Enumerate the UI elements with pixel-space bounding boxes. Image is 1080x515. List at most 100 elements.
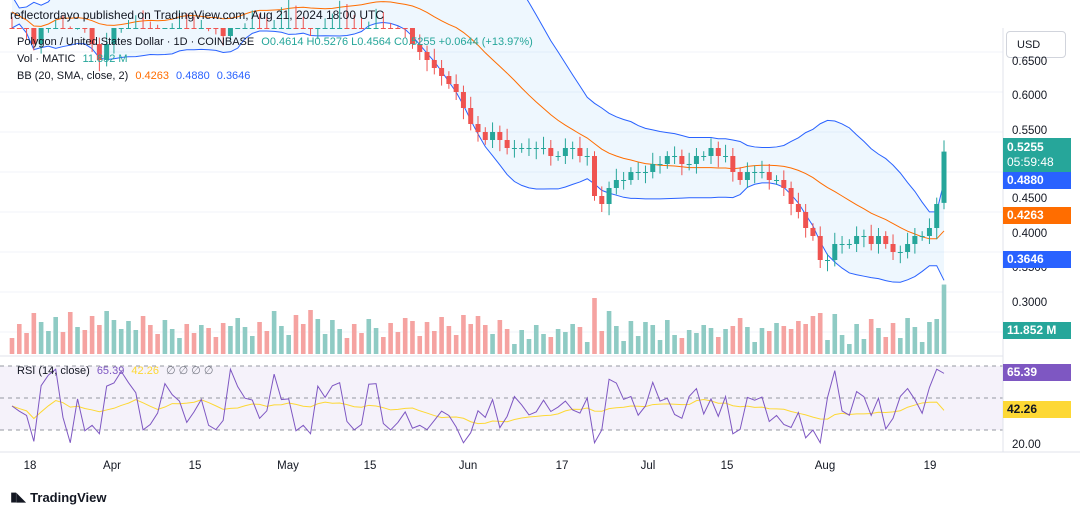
- volume-bar: [9, 338, 15, 354]
- candle-body: [628, 172, 634, 180]
- candle-body: [191, 28, 197, 29]
- volume-bar: [628, 321, 634, 354]
- rsi-value-tag: 65.39: [1003, 364, 1071, 381]
- last-price-tag: 0.5255 05:59:48: [1003, 138, 1071, 172]
- volume-bar: [31, 313, 37, 354]
- candle-body: [846, 244, 852, 245]
- volume-bar: [847, 344, 852, 354]
- candle-body: [45, 28, 51, 29]
- candle-body: [555, 156, 561, 157]
- rsi-ma-tag: 42.26: [1003, 401, 1071, 418]
- candle-body: [213, 28, 219, 29]
- legend-symbol[interactable]: Polygon / United States Dollar · 1D · CO…: [17, 36, 255, 48]
- candle-body: [868, 236, 874, 244]
- bb-basis-tag: 0.4263: [1003, 207, 1071, 224]
- volume-bar: [300, 324, 306, 354]
- volume-bar: [432, 331, 437, 354]
- candle-body: [679, 156, 685, 164]
- candle-body: [402, 28, 408, 29]
- candle-body: [737, 172, 743, 180]
- volume-bar: [410, 321, 415, 354]
- volume-bar: [708, 328, 714, 354]
- candle-body: [832, 244, 838, 260]
- volume-bar: [803, 324, 808, 354]
- legend-symbol-row[interactable]: Polygon / United States Dollar · 1D · CO…: [17, 36, 537, 48]
- legend-rsi-label: RSI (14, close): [17, 365, 90, 377]
- legend-volume-row[interactable]: Vol · MATIC 11.852 M: [17, 53, 132, 65]
- volume-bar: [89, 316, 95, 354]
- legend-rsi-extra: ∅ ∅ ∅ ∅: [166, 365, 214, 377]
- tradingview-brand: TradingView: [30, 489, 107, 505]
- legend-rsi-row[interactable]: RSI (14, close) 65.39 42.26 ∅ ∅ ∅ ∅: [17, 364, 218, 377]
- candle-body: [308, 28, 314, 29]
- candle-body: [577, 148, 583, 156]
- volume-bar: [643, 322, 648, 354]
- time-tick: 17: [555, 460, 569, 472]
- candle-body: [621, 180, 627, 181]
- candle-body: [155, 28, 161, 29]
- legend-volume-label: Vol · MATIC: [17, 53, 76, 65]
- bb-basis-line: [11, 1, 945, 240]
- price-tick: 0.6000: [1012, 90, 1048, 102]
- candle-body: [453, 84, 459, 92]
- candle-body: [16, 28, 22, 29]
- legend-bb-row[interactable]: BB (20, SMA, close, 2) 0.4263 0.4880 0.3…: [17, 70, 254, 82]
- candle-body: [905, 244, 911, 252]
- candle-body: [912, 236, 918, 244]
- candle-body: [744, 172, 750, 180]
- bb-lower-tag: 0.3646: [1003, 251, 1071, 268]
- candle-body: [431, 60, 437, 68]
- volume-bar: [810, 316, 816, 354]
- volume-bar: [817, 313, 823, 354]
- candle-body: [271, 28, 277, 29]
- candle-body: [147, 28, 153, 29]
- candle-body: [672, 156, 678, 157]
- volume-bar: [140, 316, 146, 354]
- volume-bar: [82, 330, 88, 354]
- candle-body: [533, 148, 539, 149]
- volume-bar: [242, 327, 248, 354]
- candle-body: [300, 28, 306, 29]
- candle-body: [511, 148, 517, 149]
- volume-bar: [104, 311, 109, 354]
- candle-body: [337, 28, 343, 29]
- time-tick: Aug: [814, 460, 836, 472]
- volume-bar: [621, 341, 626, 354]
- candles: [9, 0, 947, 272]
- candle-body: [329, 28, 335, 29]
- candle-body: [286, 28, 292, 29]
- volume-bar: [337, 329, 342, 354]
- candle-body: [417, 44, 423, 52]
- volume-bar: [650, 325, 656, 354]
- candle-body: [366, 28, 372, 29]
- tradingview-logo[interactable]: ▮◣ TradingView: [10, 489, 107, 505]
- candle-body: [388, 28, 394, 29]
- volume-bar: [854, 324, 859, 354]
- volume-bar: [890, 323, 896, 354]
- volume-bar: [876, 328, 881, 354]
- volume-bar: [599, 331, 605, 354]
- candle-body: [490, 132, 496, 140]
- candle-body: [650, 164, 656, 172]
- time-tick: 18: [23, 460, 37, 472]
- candle-body: [184, 28, 190, 29]
- candle-body: [82, 28, 88, 29]
- candle-body: [592, 156, 597, 196]
- candle-body: [781, 180, 787, 188]
- volume-bar: [694, 333, 699, 354]
- volume-bar: [97, 325, 102, 354]
- candle-body: [227, 28, 233, 36]
- legend-rsi-ma: 42.26: [131, 365, 159, 377]
- candle-body: [759, 172, 765, 173]
- volume-bar: [388, 323, 393, 354]
- candle-body: [570, 148, 576, 149]
- currency-button[interactable]: USD: [1006, 31, 1066, 58]
- volume-bar: [614, 326, 619, 354]
- candle-body: [788, 188, 794, 204]
- volume-bar: [665, 320, 670, 354]
- volume-bar: [439, 317, 444, 354]
- candle-body: [344, 28, 350, 29]
- candle-body: [854, 236, 860, 244]
- publisher-line: reflectordayo published on TradingView.c…: [10, 8, 385, 22]
